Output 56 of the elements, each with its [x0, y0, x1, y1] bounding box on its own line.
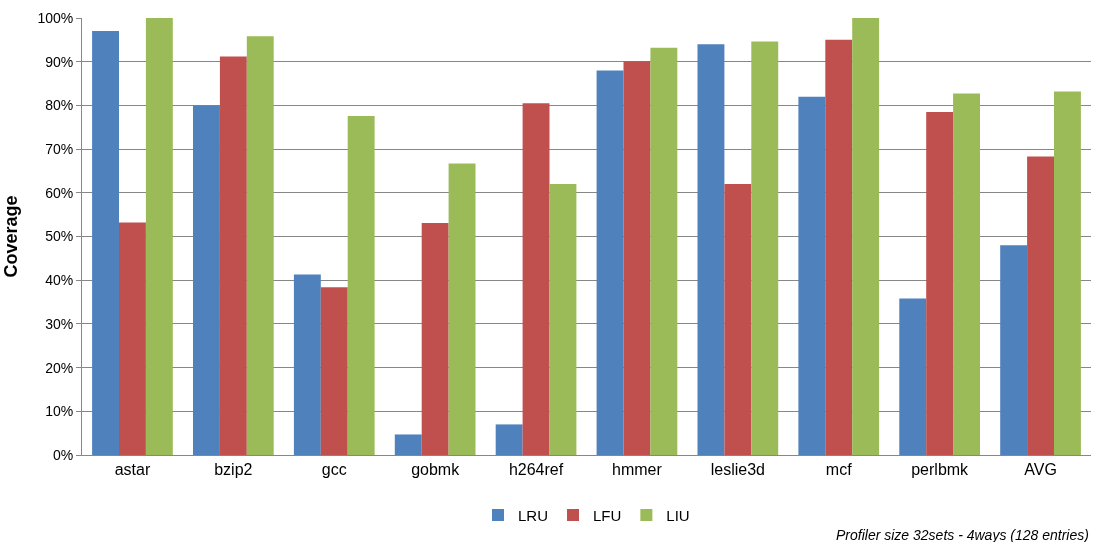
- bar: [246, 36, 274, 455]
- bar: [825, 39, 853, 455]
- bar: [549, 184, 577, 455]
- x-tick-label: bzip2: [214, 461, 253, 479]
- x-tick-label: h264ref: [508, 461, 564, 479]
- bar: [724, 184, 752, 455]
- bar: [394, 434, 422, 455]
- y-tick-label: 50%: [45, 228, 74, 245]
- bar: [650, 47, 678, 455]
- y-tick-label: 0%: [52, 446, 74, 463]
- bar: [320, 287, 348, 455]
- legend-label: LIU: [666, 506, 690, 524]
- x-tick-label: gcc: [321, 461, 347, 479]
- bar: [448, 163, 476, 455]
- bar: [92, 31, 119, 455]
- y-tick-label: 20%: [45, 359, 74, 376]
- y-tick-label: 90%: [45, 53, 74, 70]
- bar: [798, 96, 826, 455]
- bar: [495, 424, 523, 455]
- bar: [623, 61, 651, 455]
- bar: [852, 18, 880, 455]
- y-axis-title: Coverage: [0, 195, 21, 278]
- y-tick-label: 100%: [37, 9, 74, 26]
- x-tick-label: astar: [114, 461, 151, 479]
- legend-label: LFU: [593, 506, 622, 524]
- bar: [697, 44, 725, 455]
- y-tick-label: 70%: [45, 141, 74, 157]
- y-tick-label: 10%: [45, 403, 74, 420]
- bar: [596, 70, 624, 455]
- bar: [1000, 245, 1028, 455]
- text: Profiler size 32sets - 4ways (128 entries): [836, 527, 1089, 542]
- bar: [219, 56, 247, 455]
- legend-label: LRU: [518, 506, 549, 524]
- y-tick-label: 40%: [45, 272, 74, 289]
- y-tick-label: 80%: [45, 97, 74, 114]
- bar: [751, 41, 779, 455]
- x-tick-label: AVG: [1024, 461, 1057, 479]
- bar: [293, 274, 321, 455]
- bar: [421, 222, 449, 455]
- bar: [1027, 156, 1054, 455]
- bar: [1054, 91, 1081, 455]
- bar: [119, 222, 146, 455]
- y-tick-label: 30%: [45, 315, 74, 332]
- bar: [145, 18, 173, 455]
- bar: [926, 111, 954, 455]
- bar: [192, 105, 220, 455]
- bar: [899, 298, 927, 455]
- x-tick-label: hmmer: [612, 461, 663, 479]
- bar: [347, 115, 375, 455]
- bar: [953, 93, 981, 455]
- x-tick-label: leslie3d: [710, 461, 765, 479]
- x-tick-label: perlbmk: [911, 461, 970, 479]
- x-tick-label: mcf: [825, 461, 853, 479]
- bar: [522, 103, 550, 455]
- y-tick-label: 60%: [45, 184, 74, 201]
- x-tick-label: gobmk: [411, 461, 461, 479]
